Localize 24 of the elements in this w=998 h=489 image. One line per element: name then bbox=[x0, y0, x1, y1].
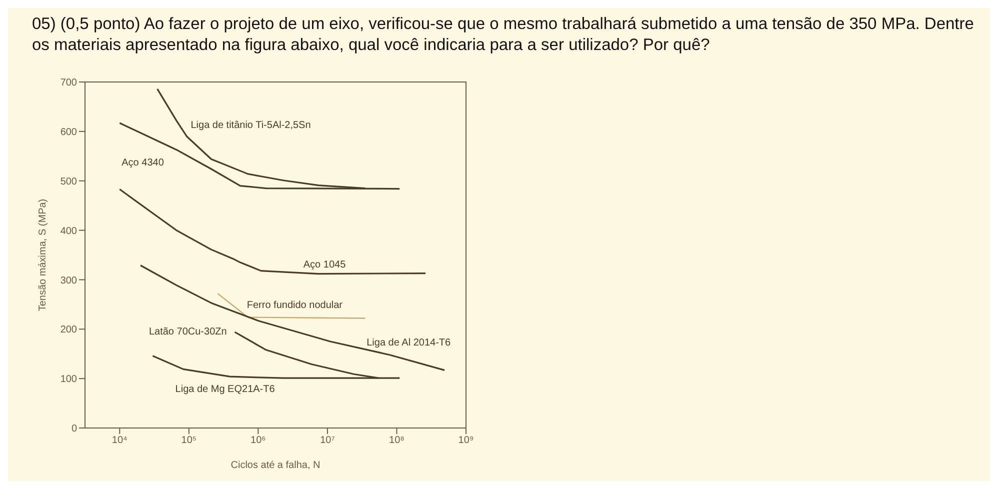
series-label: Ferro fundido nodular bbox=[246, 300, 344, 311]
y-tick-label: 500 bbox=[60, 176, 78, 188]
y-tick-label: 400 bbox=[60, 226, 78, 237]
x-tick-label: 10⁷ bbox=[320, 435, 336, 446]
series-label: Liga de Mg EQ21A-T6 bbox=[175, 384, 276, 395]
y-tick-label: 0 bbox=[71, 424, 78, 435]
x-tick-label: 10⁹ bbox=[458, 435, 474, 446]
x-tick-label: 10⁴ bbox=[112, 435, 128, 446]
x-tick-label: 10⁵ bbox=[181, 435, 197, 446]
series-label: Aço 4340 bbox=[122, 158, 164, 169]
x-axis-title: Ciclos até a falha, N bbox=[230, 460, 320, 471]
series-label: Liga de titânio Ti-5Al-2,5Sn bbox=[190, 120, 311, 132]
series-label: Aço 1045 bbox=[303, 259, 346, 270]
text: 05) (0,5 ponto) Ao fazer o projeto de um eixo, verificou-se que o mesmo trabalhará submetido a uma tensão de 350 MPa. Dentre os materiais apresentado na figura abaixo, qual você indicaria para a ser utilizado? Por quê? bbox=[32, 14, 975, 56]
y-tick-label: 200 bbox=[60, 324, 78, 336]
y-tick-label: 100 bbox=[60, 374, 78, 386]
x-tick-label: 10⁸ bbox=[389, 435, 404, 446]
series-label: Latão 70Cu-30Zn bbox=[148, 326, 227, 338]
y-tick-label: 700 bbox=[60, 78, 78, 89]
y-tick-label: 600 bbox=[60, 126, 78, 138]
series-label: Liga de Al 2014-T6 bbox=[366, 337, 452, 348]
y-tick-label: 300 bbox=[60, 275, 78, 286]
y-axis-title: Tensão máxima, S (MPa) bbox=[38, 198, 49, 312]
x-tick-label: 10⁶ bbox=[250, 435, 266, 446]
